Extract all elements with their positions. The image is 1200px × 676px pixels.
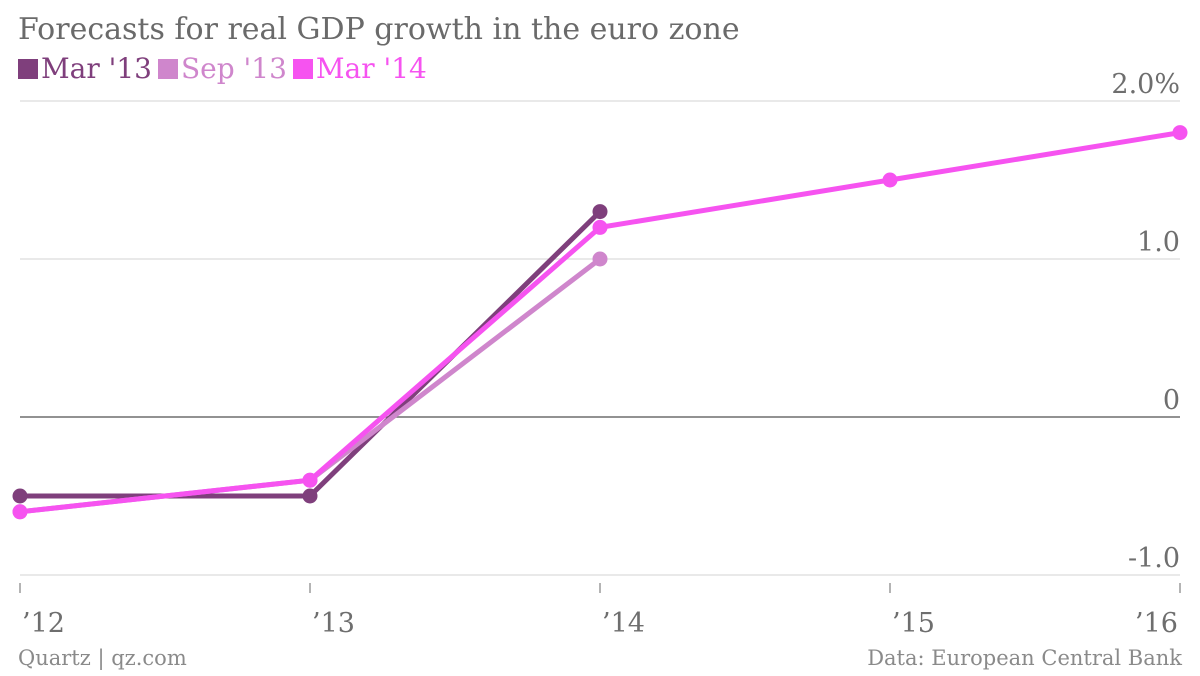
series-point-2	[882, 172, 898, 188]
series-point-0	[12, 488, 28, 504]
legend-swatch-mar-14	[292, 58, 313, 79]
x-tick-label: ’12	[22, 608, 65, 639]
series-point-2	[592, 219, 608, 235]
series-line-2	[17, 130, 1183, 515]
series-point-1	[592, 251, 608, 267]
y-tick-label: -1.0	[1128, 543, 1180, 574]
series-point-2	[302, 472, 318, 488]
series-point-0	[302, 488, 318, 504]
series-point-2	[1172, 125, 1188, 141]
series-point-0	[592, 204, 608, 220]
y-tick-label: 1.0	[1137, 227, 1180, 258]
y-tick-label: 0	[1163, 385, 1180, 416]
x-tick-label: ’13	[312, 608, 355, 639]
legend-swatch-mar-13	[18, 58, 38, 79]
y-tick-label: 2.0%	[1111, 69, 1180, 100]
chart-title: Forecasts for real GDP growth in the eur…	[18, 12, 740, 47]
x-tick-label: ’15	[892, 608, 935, 639]
x-tick-label: ’14	[602, 608, 645, 639]
legend-item-mar-14: Mar '14	[292, 52, 427, 85]
legend-label-sep-13: Sep '13	[180, 52, 287, 85]
legend-item-mar-13: Mar '13	[18, 52, 152, 85]
x-tick-label: ’16	[1135, 608, 1178, 639]
legend-label-mar-14: Mar '14	[315, 52, 427, 85]
legend-label-mar-13: Mar '13	[41, 52, 152, 85]
series-line-0	[17, 209, 603, 499]
footer-source-left: Quartz | qz.com	[18, 646, 187, 670]
legend-item-sep-13: Sep '13	[157, 52, 287, 85]
series-point-2	[12, 504, 28, 520]
footer-source-right: Data: European Central Bank	[867, 646, 1182, 670]
chart-legend: Mar '13 Sep '13 Mar '14	[18, 52, 433, 85]
legend-swatch-sep-13	[157, 58, 178, 79]
